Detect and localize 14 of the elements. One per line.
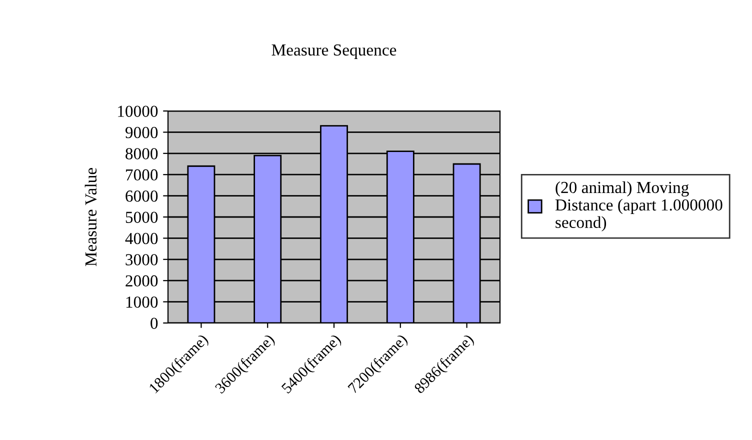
chart-title: Measure Sequence: [272, 44, 396, 59]
y-axis-title: Measure Value: [84, 168, 97, 266]
y-tick-label: 2000: [126, 275, 158, 287]
y-tick-label: 7000: [126, 169, 158, 181]
y-tick-label: 3000: [126, 254, 158, 266]
y-tick-label: 5000: [126, 212, 158, 223]
y-tick-label: 1000: [126, 296, 158, 308]
y-tick-label: 4000: [125, 232, 158, 244]
y-tick-label: 9000: [125, 126, 158, 138]
y-tick-label: 10000: [118, 106, 158, 117]
legend-label: (20 animal) Moving Distance (apart 1.000000 second): [555, 181, 722, 232]
y-tick-label: 6000: [126, 190, 158, 202]
y-tick-label: 0: [150, 318, 158, 329]
y-tick-label: 8000: [126, 148, 158, 160]
